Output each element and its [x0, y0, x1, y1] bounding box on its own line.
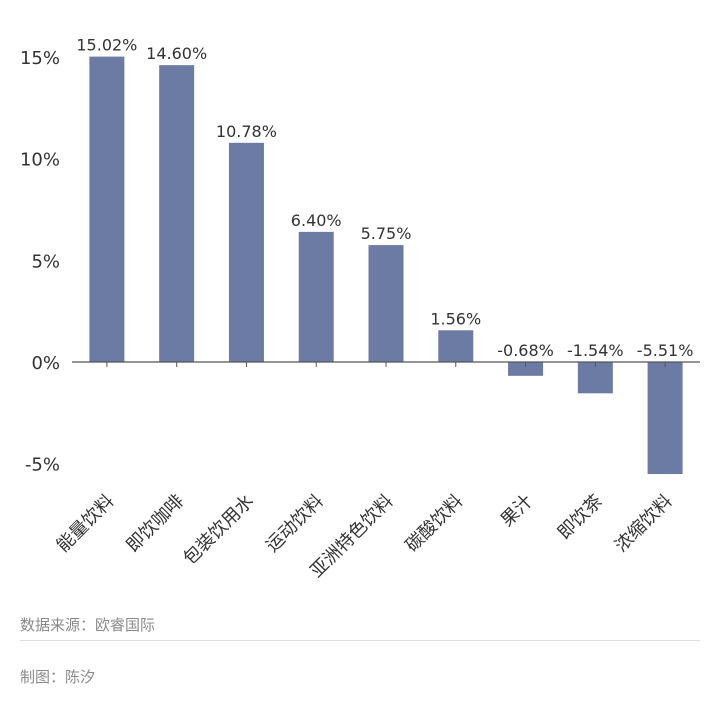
bar — [438, 330, 474, 362]
author-note: 制图：陈汐 — [20, 668, 96, 686]
bar — [508, 362, 544, 376]
y-tick-label: -5% — [25, 455, 60, 476]
data-label: -0.68% — [497, 341, 554, 360]
y-tick-label: 10% — [20, 150, 60, 171]
y-tick-label: 15% — [20, 48, 60, 69]
data-label: 5.75% — [361, 224, 412, 243]
x-category-label: 果汁 — [497, 491, 537, 531]
data-label: -1.54% — [567, 341, 624, 360]
data-label: -5.51% — [637, 341, 694, 360]
data-labels: 15.02% 14.60%10.78%6.40%5.75%1.56%-0.68% -… — [76, 36, 693, 360]
data-label: 6.40% — [291, 211, 342, 230]
bar-chart: 15% 10% 5% 0% -5% 15.02% 14.60% 10.78% 6.40% 5.7… — [20, 36, 700, 582]
x-category-label: 运动饮料 — [262, 491, 328, 557]
data-label: 10.78% — [216, 122, 277, 141]
x-category-label: 浓缩饮料 — [611, 491, 677, 557]
data-label: 15.02% — [76, 36, 137, 55]
bar — [577, 362, 613, 394]
bar — [647, 362, 683, 475]
data-source-note: 数据来源：欧睿国际 — [20, 616, 156, 634]
x-category-label: 碳酸饮料 — [402, 491, 468, 557]
data-label: 14.60% — [146, 44, 207, 63]
y-axis: 15% 10% 5% 0% -5% — [20, 48, 60, 476]
x-category-label: 包装饮用水 — [179, 491, 257, 569]
x-category-label: 能量饮料 — [53, 491, 119, 557]
x-category-label: 即饮茶 — [554, 491, 607, 544]
bars — [89, 56, 683, 475]
bar — [368, 245, 404, 362]
x-category-label: 即饮咖啡 — [122, 491, 188, 557]
y-tick-label: 0% — [31, 353, 60, 374]
data-label: 1.56% — [430, 309, 481, 328]
y-tick-label: 5% — [31, 251, 60, 272]
bar — [159, 65, 195, 362]
bar — [228, 142, 264, 362]
footer-divider — [20, 640, 700, 641]
bar — [298, 231, 334, 362]
bar — [89, 56, 125, 363]
